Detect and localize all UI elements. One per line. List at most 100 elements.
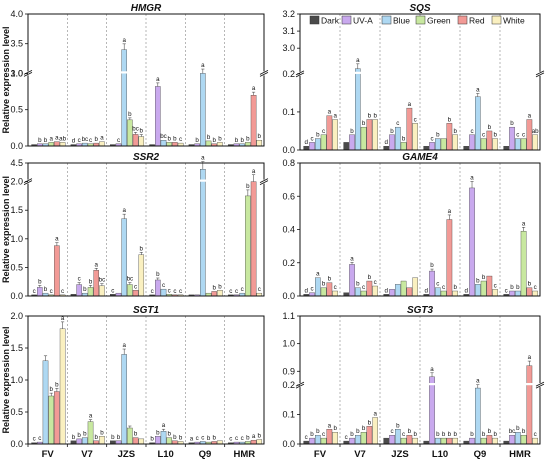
legend-label: UV-A: [353, 16, 373, 26]
significance-letter: c: [235, 288, 238, 295]
significance-letter: b: [510, 120, 514, 127]
legend-swatch: [415, 15, 426, 25]
significance-letter: b: [493, 132, 497, 139]
bar-red: [526, 365, 533, 445]
significance-letter: c: [402, 431, 405, 438]
bar-red: [211, 291, 217, 297]
bar-blue: [42, 360, 49, 445]
significance-letter: b: [368, 419, 372, 426]
significance-letter: b: [436, 132, 440, 139]
bar-green: [48, 395, 54, 445]
significance-letter: b: [207, 134, 211, 141]
significance-letter: b: [482, 431, 486, 438]
bar-white: [99, 436, 105, 445]
x-tick-label: HMR: [234, 449, 256, 460]
significance-letter: c: [201, 434, 204, 441]
axis-break-mark: [259, 180, 269, 185]
significance-letter: b: [246, 434, 250, 441]
significance-letter: a: [476, 86, 480, 93]
bar-white: [532, 290, 538, 297]
legend-item-white: White: [491, 16, 525, 26]
significance-letter: c: [111, 287, 114, 294]
significance-letter: a: [89, 413, 93, 420]
legend-item-red: Red: [457, 15, 485, 26]
significance-letter: b: [413, 431, 417, 438]
significance-letter: b: [390, 128, 394, 135]
y-tick-label: 0.5: [10, 262, 23, 272]
significance-letter: b: [207, 435, 211, 442]
significance-letter: b: [213, 284, 217, 291]
bar-red: [406, 107, 413, 151]
significance-letter: a: [333, 113, 337, 120]
chart-title: SGT1: [133, 305, 160, 316]
significance-letter: b: [362, 425, 366, 432]
bar-red: [446, 437, 453, 445]
significance-letter: b: [213, 434, 217, 441]
bar-red: [326, 282, 333, 297]
significance-letter: b: [179, 434, 183, 441]
significance-letter: c: [436, 281, 439, 288]
significance-letter: b: [488, 428, 492, 435]
significance-letter: bc: [509, 428, 516, 435]
significance-letter: bc: [132, 125, 139, 132]
bar-white: [256, 140, 263, 147]
plot-frame: [299, 13, 541, 151]
y-tick-label: 0.1: [282, 107, 295, 117]
bar-dark: [343, 142, 350, 151]
significance-letter: b: [195, 137, 199, 144]
bar-blue: [435, 437, 441, 445]
bar-white: [492, 289, 498, 297]
bar-white: [332, 432, 338, 445]
y-tick-label: 0.0: [282, 291, 295, 301]
chart-title: SSR2: [133, 152, 160, 163]
y-tick-label: 3.0: [10, 68, 23, 78]
bar-green: [205, 140, 212, 147]
bar-uv-a: [429, 376, 435, 445]
axis-break-mark: [259, 72, 269, 77]
x-tick-label: JZS: [391, 449, 408, 460]
significance-letter: b: [528, 281, 532, 288]
bar-green: [520, 434, 527, 445]
bar-uv-a: [76, 438, 82, 445]
significance-letter: c: [442, 284, 445, 291]
bar-blue: [395, 429, 401, 445]
bar-white: [59, 142, 66, 147]
x-tick-label: FV: [42, 449, 55, 460]
significance-letter: c: [334, 284, 337, 291]
bar-white: [138, 254, 145, 297]
bar-green: [360, 290, 367, 297]
x-tick-label: Q9: [474, 449, 487, 460]
significance-letter: ab: [532, 128, 539, 135]
bar-white: [412, 277, 418, 297]
significance-letter: b: [516, 425, 520, 432]
significance-letter: bc: [127, 276, 134, 283]
bar-blue: [160, 140, 167, 147]
bar-blue: [515, 290, 521, 297]
legend-swatch: [341, 15, 352, 25]
significance-letter: a: [373, 411, 377, 418]
bar-white: [332, 290, 338, 297]
legend-item-uv-a: UV-A: [341, 15, 373, 26]
axis-break-mark: [535, 383, 545, 389]
legend-swatch: [457, 15, 468, 25]
bar-red: [406, 434, 413, 445]
bar-green: [127, 427, 133, 445]
significance-letter: a: [476, 378, 480, 385]
bar-red: [132, 134, 139, 147]
y-tick-label: 0.2: [282, 380, 295, 390]
bar-uv-a: [509, 126, 515, 151]
significance-letter: c: [78, 137, 81, 144]
significance-letter: d: [385, 287, 389, 294]
bar-uv-a: [349, 264, 355, 297]
y-tick-label: 1.0: [10, 68, 23, 78]
bar-green: [520, 138, 527, 151]
bar-dark: [463, 146, 470, 151]
bar-blue: [355, 287, 361, 297]
significance-letter: a: [448, 208, 452, 215]
significance-letter: b: [396, 422, 400, 429]
bar-dark: [303, 146, 310, 151]
significance-letter: a: [408, 101, 412, 108]
significance-letter: a: [162, 422, 166, 429]
bar-uv-a: [389, 134, 395, 151]
